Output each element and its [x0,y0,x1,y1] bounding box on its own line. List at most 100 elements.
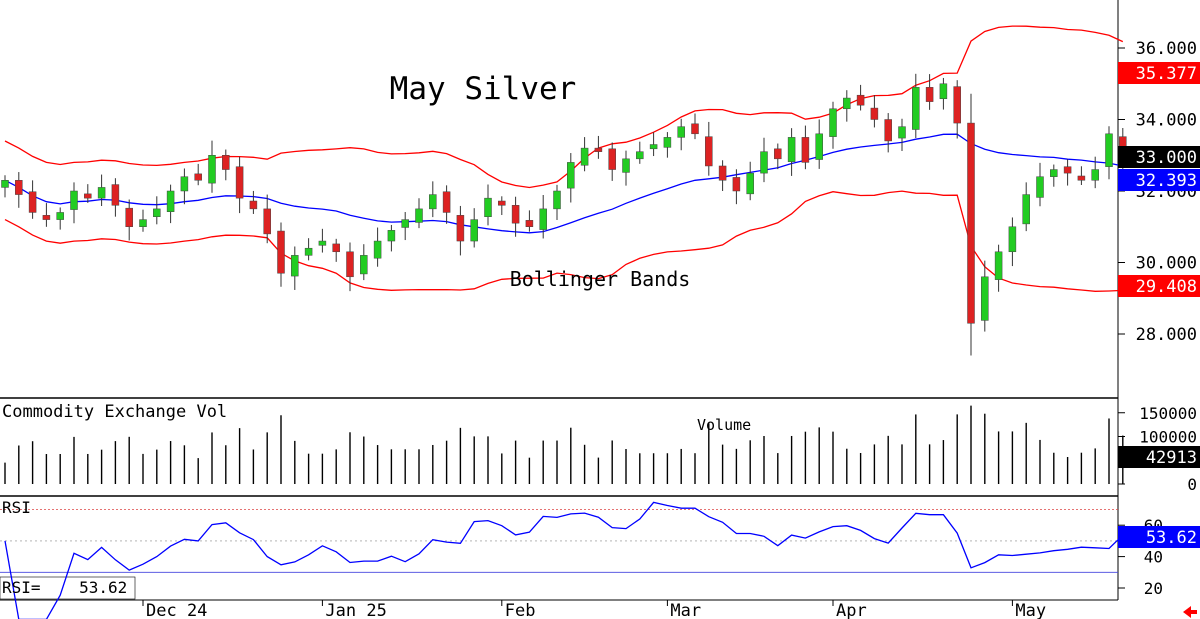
candle-body [718,165,727,181]
rsi-badge-bg [1118,526,1200,548]
candle-body [1022,194,1030,225]
candle-body [774,148,782,160]
candle-body [829,108,837,137]
candle-body [663,137,672,148]
candle-body [553,190,561,210]
price-badge-bg [1118,62,1200,84]
candle-body [511,205,520,224]
candle-body [304,247,313,256]
candle-body [401,219,409,228]
candle-body [429,194,437,210]
x-tick-label: May [1015,601,1046,619]
bands-label: Bollinger Bands [510,267,691,291]
candle-body [208,155,216,184]
candle-body [139,219,147,228]
price-tick-label: 30.000 [1136,254,1197,274]
candle-body [1105,133,1113,167]
price-badge-bg [1118,169,1200,191]
candle-body [760,151,768,174]
price-badge-bg [1118,275,1200,297]
candle-body [732,177,741,192]
candle-body [318,240,327,246]
candle-body [525,220,534,228]
candle-body [222,155,230,170]
price-tick-label: 36.000 [1136,39,1197,59]
candle-body [746,172,754,195]
volume-panel-title: Commodity Exchange Vol [2,402,227,422]
candle-body [649,144,658,150]
volume-label: Volume [697,416,751,434]
upper-band-line [4,25,1124,189]
volume-tick-label: 0 [1187,475,1197,494]
candle-body [939,83,948,100]
candle-body [567,162,575,189]
candle-body [1077,175,1086,181]
price-tick-label: 34.000 [1136,111,1197,131]
candle-body [456,215,465,242]
candle-body [1063,166,1072,174]
volume-panel [4,405,1124,484]
candle-body [925,87,934,102]
price-tick-label: 28.000 [1136,325,1197,345]
candle-body [912,87,920,130]
x-tick-label: Jan 25 [325,601,386,619]
candle-body [815,133,823,160]
candle-body [1036,176,1044,198]
candle-body [28,191,37,213]
candle-body [387,230,396,242]
volume-tick-label: 150000 [1139,404,1197,423]
price-badge: 35.377 [1136,64,1197,84]
candle-body [691,123,699,135]
candle-body [194,173,202,181]
price-panel [1,25,1127,356]
x-tick-label: Mar [670,601,701,619]
candle-body [249,200,258,210]
candle-body [373,240,382,259]
grid-layer [0,0,1119,601]
rsi-panel [0,501,1124,619]
lower-band-line [4,190,1123,292]
candle-body [884,119,892,142]
candle-body [70,190,78,210]
candle-body [1050,169,1058,177]
candle-body [981,276,989,321]
candle-body [125,207,133,228]
axes-layer: 36.00034.00032.00030.00028.0001500001000… [142,39,1200,619]
candle-body [953,86,961,124]
price-badge: 33.000 [1136,148,1197,168]
candle-body [235,166,244,199]
candle-body [705,136,713,167]
candle-body [539,208,547,230]
candle-body [97,187,106,199]
candle-body [166,190,175,212]
rsi-line [4,501,1124,619]
candle-body [332,243,340,253]
x-tick-label: Dec 24 [146,601,207,619]
rsi-readout: RSI= 53.62 [2,578,127,597]
x-tick-label: Apr [836,601,867,619]
middle-band-line [4,133,1123,234]
price-badge: 32.393 [1136,171,1197,191]
candle-body [346,251,354,278]
price-badge-bg [1118,146,1200,168]
candle-body [277,230,285,274]
volume-badge: 42913 [1146,448,1197,468]
candle-body [994,251,1003,280]
x-tick-label: Feb [505,601,536,619]
candle-body [360,255,368,275]
candle-body [263,208,271,235]
rsi-tick-label: 20 [1144,579,1163,598]
candle-body [608,148,616,170]
candle-body [111,184,120,206]
nav-arrow-icon [1183,606,1197,618]
candle-body [677,126,685,138]
candle-body [84,193,92,199]
volume-badge-bg [1118,446,1200,468]
rsi-panel-title: RSI [2,498,31,517]
candle-body [180,176,189,192]
candle-body [856,94,865,106]
candle-body [15,180,23,195]
candle-body [787,137,796,162]
candle-body [1091,169,1099,181]
